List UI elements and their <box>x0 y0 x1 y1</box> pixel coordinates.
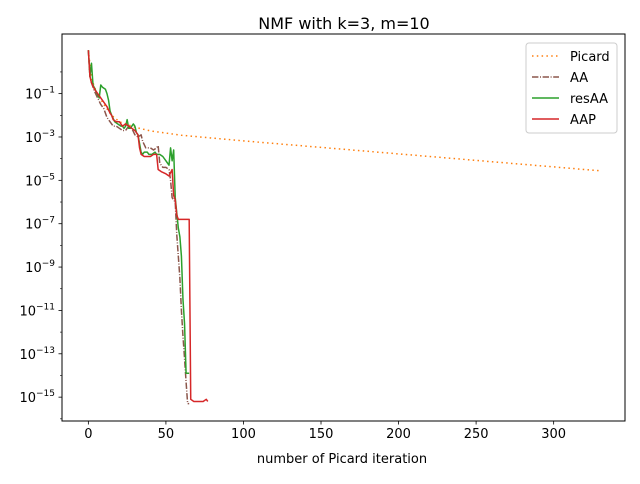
x-tick-label: 200 <box>386 427 411 442</box>
chart-title: NMF with k=3, m=10 <box>258 14 429 33</box>
y-tick-label: 10−1 <box>25 86 55 103</box>
legend-box <box>525 42 618 134</box>
x-tick-label: 0 <box>84 427 92 442</box>
y-tick-label: 10−5 <box>25 172 55 189</box>
x-axis-label: number of Picard iteration <box>257 452 427 467</box>
y-tick-label: 10−15 <box>19 389 55 406</box>
series-line-aa <box>87 50 190 405</box>
y-tick-label: 10−7 <box>25 216 55 233</box>
x-tick-label: 300 <box>541 427 566 442</box>
x-tick-label: 250 <box>464 427 489 442</box>
y-tick-label: 10−13 <box>19 346 55 363</box>
legend-label-resaa: resAA <box>570 92 608 107</box>
x-tick-label: 50 <box>158 427 175 442</box>
series-layer <box>87 50 601 405</box>
legend: Picard AA resAA AAP <box>525 42 618 134</box>
y-tick-label: 10−3 <box>25 129 55 146</box>
legend-label-aap: AAP <box>570 113 596 128</box>
series-line-picard <box>87 50 601 172</box>
ticks-layer: 0 50 100 150 200 250 300 10−1 10−3 10−5 10−7 10−9 10… <box>19 71 566 442</box>
legend-label-picard: Picard <box>570 50 610 65</box>
legend-label-aa: AA <box>570 71 588 86</box>
series-line-aap <box>87 50 209 403</box>
y-tick-label: 10−11 <box>19 302 55 319</box>
plot-area: 0 50 100 150 200 250 300 10−1 10−3 10−5 10−7 10−9 10… <box>19 33 626 442</box>
x-tick-label: 150 <box>309 427 334 442</box>
axes-frame <box>61 33 626 422</box>
x-tick-label: 100 <box>231 427 256 442</box>
y-tick-label: 10−9 <box>25 259 55 276</box>
